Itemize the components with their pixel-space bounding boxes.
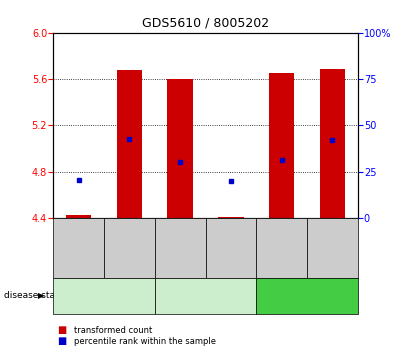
Text: ▶: ▶ xyxy=(38,291,44,300)
Text: GSM1648023: GSM1648023 xyxy=(74,222,83,273)
Text: GSM1648025: GSM1648025 xyxy=(175,222,185,273)
Text: GDS5610 / 8005202: GDS5610 / 8005202 xyxy=(142,16,269,29)
Bar xyxy=(269,73,294,218)
Text: GSM1648024: GSM1648024 xyxy=(125,222,134,273)
Text: GSM1648028: GSM1648028 xyxy=(328,222,337,273)
Text: idiopathic dilated
cardiomyopathy: idiopathic dilated cardiomyopathy xyxy=(67,286,141,306)
Text: disease state: disease state xyxy=(4,291,65,300)
Text: GSM1648026: GSM1648026 xyxy=(226,222,236,273)
Bar xyxy=(117,70,142,218)
Bar xyxy=(319,69,345,218)
Text: healthy control: healthy control xyxy=(275,291,339,300)
Text: transformed count: transformed count xyxy=(74,326,152,335)
Text: percentile rank within the sample: percentile rank within the sample xyxy=(74,337,216,346)
Text: ■: ■ xyxy=(58,325,67,335)
Text: ■: ■ xyxy=(58,336,67,346)
Text: pulmonary arterial
hypertension with
BMPR2 mutation: pulmonary arterial hypertension with BMP… xyxy=(166,281,245,311)
Bar xyxy=(218,217,243,218)
Bar xyxy=(66,216,91,218)
Bar xyxy=(168,79,193,218)
Text: GSM1648027: GSM1648027 xyxy=(277,222,286,273)
